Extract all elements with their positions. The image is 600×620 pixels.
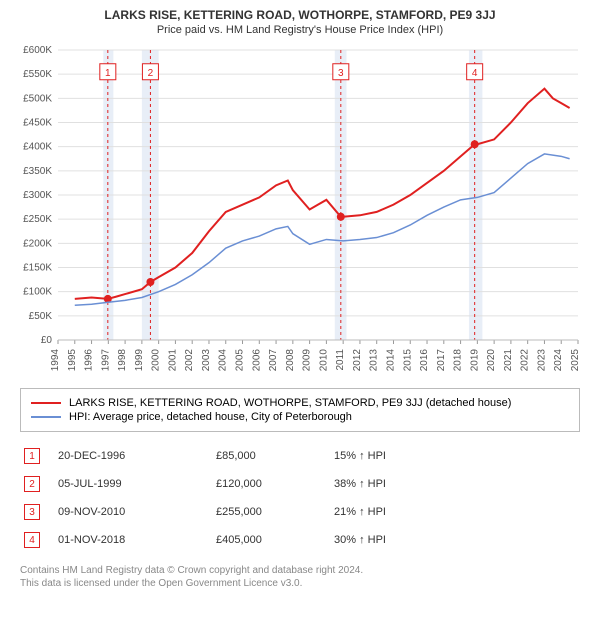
sale-marker-box: 4 (24, 532, 40, 548)
sale-row: 4 01-NOV-2018 £405,000 30% ↑ HPI (20, 526, 580, 554)
svg-text:2006: 2006 (251, 349, 262, 372)
sale-row: 2 05-JUL-1999 £120,000 38% ↑ HPI (20, 470, 580, 498)
svg-text:£50K: £50K (29, 311, 53, 322)
sale-pct: 38% ↑ HPI (334, 478, 474, 490)
svg-text:2022: 2022 (520, 349, 531, 372)
svg-text:£150K: £150K (23, 263, 52, 274)
svg-text:2010: 2010 (318, 349, 329, 372)
svg-text:£100K: £100K (23, 287, 52, 298)
svg-text:2004: 2004 (218, 349, 229, 372)
sale-marker-box: 1 (24, 448, 40, 464)
legend-swatch (31, 402, 61, 404)
svg-text:2011: 2011 (335, 349, 346, 371)
svg-text:2005: 2005 (235, 349, 246, 372)
svg-text:£550K: £550K (23, 69, 52, 80)
svg-text:2023: 2023 (536, 349, 547, 372)
chart-title-line2: Price paid vs. HM Land Registry's House … (8, 24, 592, 36)
sale-pct: 21% ↑ HPI (334, 506, 474, 518)
sale-row: 1 20-DEC-1996 £85,000 15% ↑ HPI (20, 442, 580, 470)
svg-text:£400K: £400K (23, 142, 52, 153)
sale-price: £85,000 (216, 450, 316, 462)
svg-text:£350K: £350K (23, 166, 52, 177)
footer-line2: This data is licensed under the Open Gov… (20, 577, 580, 590)
svg-text:2018: 2018 (453, 349, 464, 372)
svg-text:1: 1 (105, 68, 111, 79)
svg-text:1996: 1996 (84, 349, 95, 372)
svg-text:2009: 2009 (302, 349, 313, 372)
price-chart: £0 £50K £100K £150K £200K £250K £300K £350K £400… (10, 40, 590, 380)
svg-text:2012: 2012 (352, 349, 363, 372)
svg-text:£500K: £500K (23, 93, 52, 104)
legend-item: LARKS RISE, KETTERING ROAD, WOTHORPE, ST… (31, 397, 569, 409)
svg-text:2008: 2008 (285, 349, 296, 372)
sale-date: 09-NOV-2010 (58, 506, 198, 518)
svg-text:1997: 1997 (100, 349, 111, 372)
sale-date: 05-JUL-1999 (58, 478, 198, 490)
legend-label: HPI: Average price, detached house, City… (69, 411, 352, 423)
footer-attribution: Contains HM Land Registry data © Crown c… (20, 564, 580, 590)
svg-text:£300K: £300K (23, 190, 52, 201)
svg-text:3: 3 (338, 68, 344, 79)
svg-text:2003: 2003 (201, 349, 212, 372)
svg-text:1998: 1998 (117, 349, 128, 372)
legend-label: LARKS RISE, KETTERING ROAD, WOTHORPE, ST… (69, 397, 511, 409)
sale-date: 01-NOV-2018 (58, 534, 198, 546)
svg-text:2017: 2017 (436, 349, 447, 372)
svg-text:£0: £0 (41, 335, 53, 346)
svg-text:2015: 2015 (402, 349, 413, 372)
svg-text:2001: 2001 (167, 349, 178, 372)
svg-text:2021: 2021 (503, 349, 514, 372)
svg-text:1995: 1995 (67, 349, 78, 372)
chart-title-block: LARKS RISE, KETTERING ROAD, WOTHORPE, ST… (8, 8, 592, 36)
svg-text:2002: 2002 (184, 349, 195, 372)
sale-price: £255,000 (216, 506, 316, 518)
sale-marker-box: 2 (24, 476, 40, 492)
svg-text:2025: 2025 (570, 349, 581, 372)
sale-marker-box: 3 (24, 504, 40, 520)
svg-text:£250K: £250K (23, 214, 52, 225)
svg-text:2007: 2007 (268, 349, 279, 372)
sale-price: £120,000 (216, 478, 316, 490)
sales-table: 1 20-DEC-1996 £85,000 15% ↑ HPI 2 05-JUL-1999… (20, 442, 580, 554)
sale-date: 20-DEC-1996 (58, 450, 198, 462)
svg-text:2013: 2013 (369, 349, 380, 372)
svg-text:£200K: £200K (23, 238, 52, 249)
svg-text:2024: 2024 (553, 349, 564, 372)
sale-pct: 30% ↑ HPI (334, 534, 474, 546)
svg-text:4: 4 (472, 68, 478, 79)
chart-title-line1: LARKS RISE, KETTERING ROAD, WOTHORPE, ST… (8, 8, 592, 22)
svg-text:2016: 2016 (419, 349, 430, 372)
svg-text:2000: 2000 (151, 349, 162, 372)
svg-text:1999: 1999 (134, 349, 145, 372)
footer-line1: Contains HM Land Registry data © Crown c… (20, 564, 580, 577)
sale-row: 3 09-NOV-2010 £255,000 21% ↑ HPI (20, 498, 580, 526)
svg-text:2: 2 (148, 68, 154, 79)
svg-text:2019: 2019 (469, 349, 480, 372)
svg-text:1994: 1994 (50, 349, 61, 372)
svg-text:£450K: £450K (23, 118, 52, 129)
sale-pct: 15% ↑ HPI (334, 450, 474, 462)
chart-container: £0 £50K £100K £150K £200K £250K £300K £350K £400… (10, 40, 590, 380)
legend-item: HPI: Average price, detached house, City… (31, 411, 569, 423)
sale-price: £405,000 (216, 534, 316, 546)
svg-text:£600K: £600K (23, 45, 52, 56)
svg-text:2014: 2014 (385, 349, 396, 372)
svg-text:2020: 2020 (486, 349, 497, 372)
legend: LARKS RISE, KETTERING ROAD, WOTHORPE, ST… (20, 388, 580, 432)
legend-swatch (31, 416, 61, 418)
